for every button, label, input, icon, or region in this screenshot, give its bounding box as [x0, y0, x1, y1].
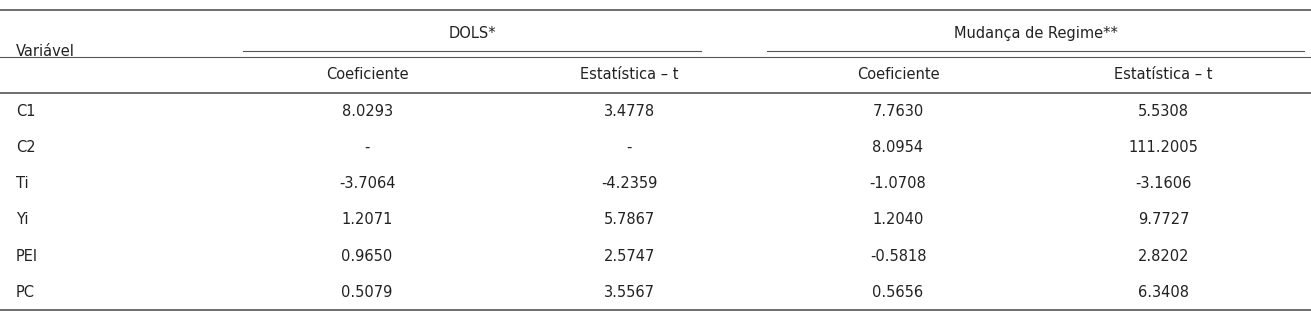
Text: 3.4778: 3.4778: [604, 104, 654, 119]
Text: 5.5308: 5.5308: [1138, 104, 1189, 119]
Text: 2.5747: 2.5747: [603, 249, 656, 264]
Text: 8.0954: 8.0954: [873, 140, 923, 155]
Text: -4.2359: -4.2359: [600, 176, 658, 191]
Text: 8.0293: 8.0293: [342, 104, 392, 119]
Text: Yi: Yi: [16, 212, 29, 227]
Text: 1.2040: 1.2040: [872, 212, 924, 227]
Text: 9.7727: 9.7727: [1138, 212, 1189, 227]
Text: -1.0708: -1.0708: [869, 176, 927, 191]
Text: C1: C1: [16, 104, 35, 119]
Text: Estatística – t: Estatística – t: [1114, 67, 1213, 82]
Text: 5.7867: 5.7867: [603, 212, 656, 227]
Text: 2.8202: 2.8202: [1138, 249, 1189, 264]
Text: C2: C2: [16, 140, 35, 155]
Text: -3.7064: -3.7064: [338, 176, 396, 191]
Text: Estatística – t: Estatística – t: [579, 67, 679, 82]
Text: Coeficiente: Coeficiente: [325, 67, 409, 82]
Text: 111.2005: 111.2005: [1129, 140, 1198, 155]
Text: DOLS*: DOLS*: [448, 26, 496, 41]
Text: -0.5818: -0.5818: [869, 249, 927, 264]
Text: Ti: Ti: [16, 176, 29, 191]
Text: PC: PC: [16, 285, 34, 300]
Text: Coeficiente: Coeficiente: [856, 67, 940, 82]
Text: 0.9650: 0.9650: [341, 249, 393, 264]
Text: Variável: Variável: [16, 44, 75, 59]
Text: 3.5567: 3.5567: [604, 285, 654, 300]
Text: PEI: PEI: [16, 249, 38, 264]
Text: 7.7630: 7.7630: [872, 104, 924, 119]
Text: 6.3408: 6.3408: [1138, 285, 1189, 300]
Text: Mudança de Regime**: Mudança de Regime**: [954, 26, 1117, 41]
Text: 0.5656: 0.5656: [873, 285, 923, 300]
Text: 0.5079: 0.5079: [341, 285, 393, 300]
Text: -: -: [627, 140, 632, 155]
Text: -: -: [364, 140, 370, 155]
Text: -3.1606: -3.1606: [1135, 176, 1192, 191]
Text: 1.2071: 1.2071: [341, 212, 393, 227]
